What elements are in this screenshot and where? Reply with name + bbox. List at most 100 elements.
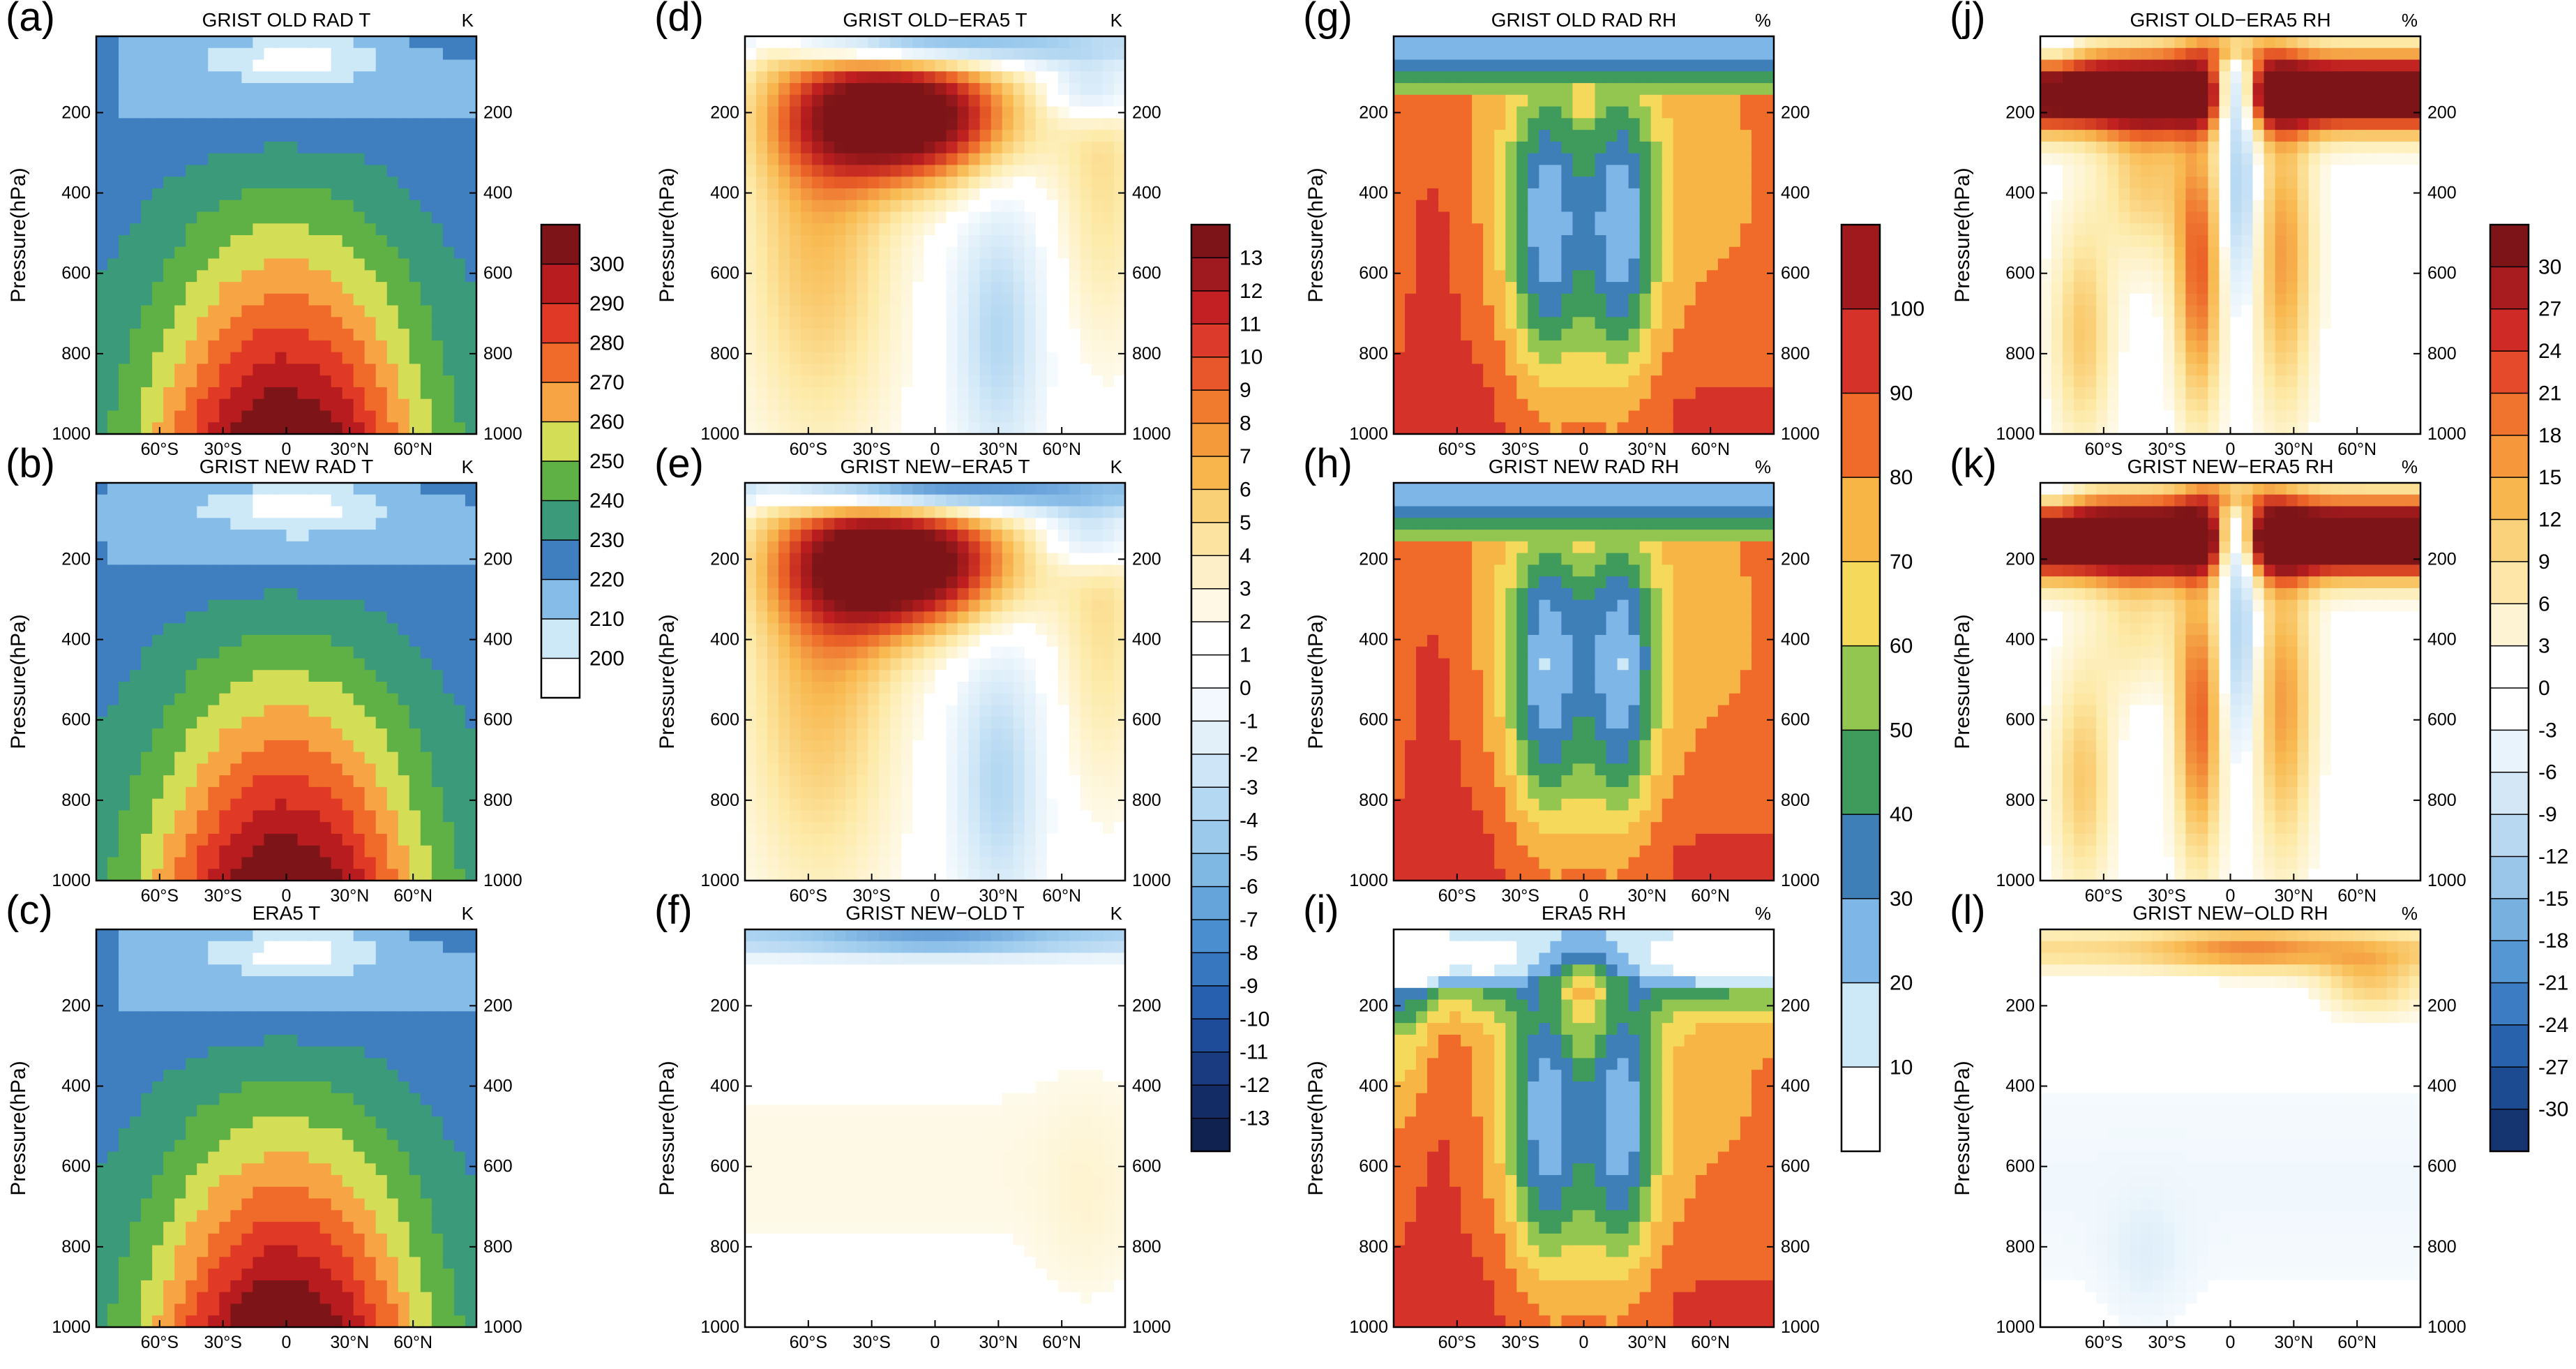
field-cell <box>353 541 366 554</box>
field-cell <box>1046 364 1059 376</box>
field-cell <box>197 1303 209 1316</box>
field-cell <box>141 398 153 412</box>
field-cell <box>790 564 801 577</box>
field-cell <box>130 976 142 989</box>
field-cell <box>409 94 421 107</box>
field-cell <box>319 1011 332 1024</box>
field-cell <box>778 775 790 788</box>
field-cell <box>834 47 846 61</box>
field-cell <box>219 1093 231 1106</box>
field-cell <box>442 1245 455 1258</box>
field-cell <box>208 1245 220 1258</box>
field-cell <box>96 623 108 636</box>
field-cell <box>453 751 466 764</box>
field-cell <box>253 483 265 495</box>
field-cell <box>163 1023 175 1035</box>
field-cell <box>778 118 790 130</box>
field-cell <box>756 387 768 400</box>
field-cell <box>197 340 209 353</box>
field-cell <box>1013 59 1025 72</box>
field-cell <box>286 976 299 989</box>
field-cell <box>308 1292 321 1305</box>
field-cell <box>163 717 175 729</box>
field-cell <box>1102 141 1115 154</box>
field-cell <box>141 1186 153 1199</box>
field-cell <box>364 1233 377 1246</box>
field-cell <box>230 422 242 435</box>
field-cell <box>845 282 857 294</box>
field-cell <box>107 833 119 846</box>
field-cell <box>420 553 432 565</box>
field-cell <box>1002 177 1014 189</box>
field-cell <box>163 1233 175 1246</box>
field-cell <box>1091 398 1104 412</box>
field-cell <box>141 1163 153 1176</box>
field-cell <box>375 623 388 636</box>
field-cell <box>297 258 310 271</box>
field-cell <box>275 387 287 400</box>
field-cell <box>398 822 410 835</box>
field-cell <box>756 728 768 741</box>
field-cell <box>375 1269 388 1281</box>
field-cell <box>1091 118 1104 130</box>
field-cell <box>96 682 108 694</box>
field-cell <box>342 506 354 518</box>
field-cell <box>465 1292 477 1305</box>
field-cell <box>331 130 343 142</box>
field-cell <box>331 387 343 400</box>
field-cell <box>801 165 813 177</box>
field-cell <box>745 717 757 729</box>
field-cell <box>275 71 287 84</box>
field-cell <box>901 188 914 201</box>
field-cell <box>364 670 377 682</box>
field-cell <box>453 1292 466 1305</box>
field-cell <box>1024 246 1037 260</box>
field-cell <box>409 1222 421 1234</box>
field-cell <box>331 317 343 329</box>
field-cell <box>957 59 970 72</box>
field-cell <box>409 494 421 507</box>
field-cell <box>767 258 779 271</box>
field-cell <box>1046 165 1059 177</box>
field-cell <box>756 751 768 764</box>
field-cell <box>342 798 354 811</box>
field-cell <box>868 94 880 107</box>
field-cell <box>286 1303 299 1316</box>
field-cell <box>308 246 321 260</box>
field-cell <box>398 693 410 706</box>
field-cell <box>107 857 119 869</box>
field-cell <box>119 1245 130 1258</box>
field-cell <box>319 530 332 542</box>
field-cell <box>991 141 1003 154</box>
field-cell <box>453 1151 466 1164</box>
field-cell <box>286 553 299 565</box>
field-cell <box>141 740 153 753</box>
field-cell <box>957 47 970 61</box>
field-cell <box>465 564 477 577</box>
field-cell <box>96 599 108 613</box>
field-cell <box>152 177 164 189</box>
field-cell <box>1102 59 1115 72</box>
field-cell <box>174 964 186 977</box>
panel-title: GRIST OLD−ERA5 T <box>843 9 1027 31</box>
field-cell <box>230 1116 242 1129</box>
field-cell <box>453 188 466 201</box>
field-cell <box>342 494 354 507</box>
field-cell <box>353 588 366 601</box>
field-cell <box>174 999 186 1012</box>
field-cell <box>230 611 242 624</box>
field-cell <box>442 634 455 648</box>
field-cell <box>264 293 276 306</box>
field-cell <box>767 422 779 435</box>
field-cell <box>901 258 914 271</box>
field-cell <box>409 763 421 776</box>
field-cell <box>241 929 254 942</box>
field-cell <box>253 728 265 741</box>
field-cell <box>174 1151 186 1164</box>
field-cell <box>756 553 768 565</box>
field-cell <box>1002 329 1014 341</box>
field-cell <box>465 987 477 1001</box>
field-cell <box>286 1245 299 1258</box>
field-cell <box>107 1105 119 1117</box>
field-cell <box>778 329 790 341</box>
